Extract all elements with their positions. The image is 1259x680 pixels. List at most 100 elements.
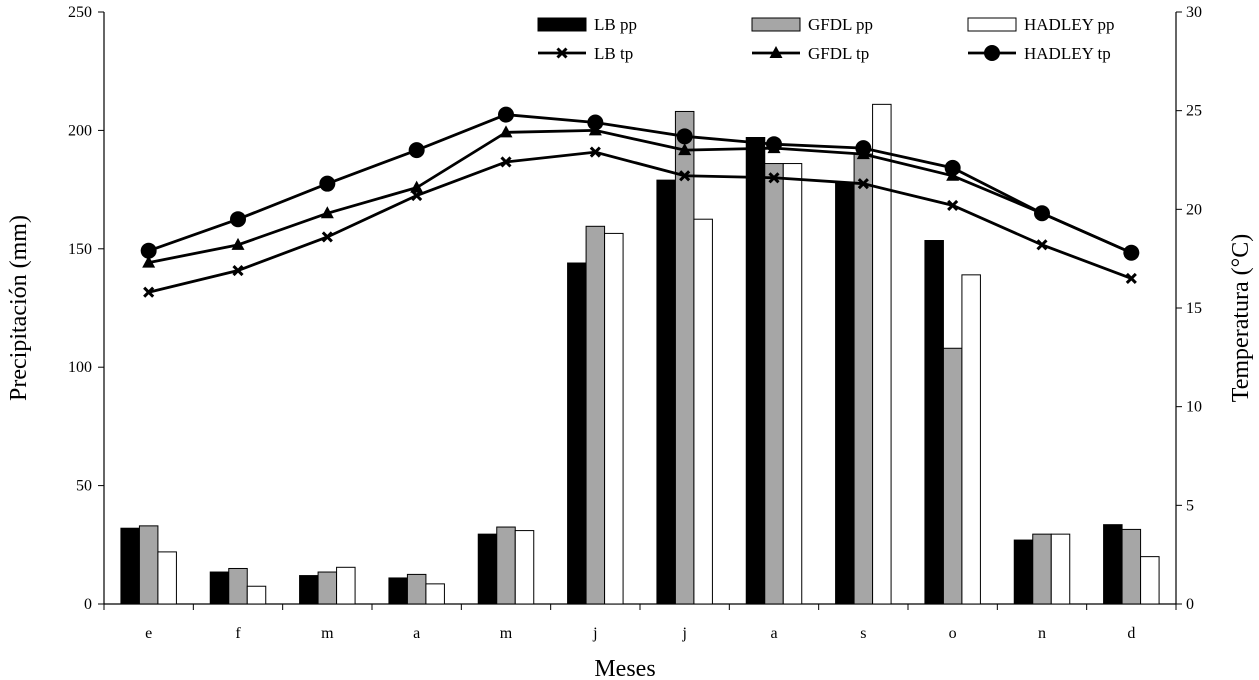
bar-hadley-pp	[961, 274, 981, 605]
bar-gfdl-pp	[585, 225, 606, 605]
point-hadley-tp	[408, 142, 425, 159]
legend-marker	[769, 46, 783, 58]
bar-lb-pp	[745, 137, 766, 605]
point-hadley-tp	[944, 159, 961, 176]
bar-hadley-pp	[693, 218, 713, 605]
point-gfdl-tp	[320, 206, 334, 219]
legend-label: GFDL pp	[808, 15, 873, 34]
point-hadley-tp	[1034, 205, 1050, 222]
y-left-tick-label: 150	[68, 241, 92, 258]
point-hadley-tp	[319, 175, 336, 192]
point-hadley-tp	[230, 211, 246, 228]
point-lb-tp	[1036, 239, 1048, 251]
bar-lb-pp	[835, 182, 855, 605]
bar-gfdl-pp	[496, 526, 516, 605]
point-lb-tp	[500, 156, 512, 168]
point-lb-tp	[1125, 272, 1137, 284]
bar-hadley-pp	[246, 585, 267, 605]
x-tick-label: j	[592, 625, 597, 642]
x-tick-label: j	[681, 625, 686, 642]
y-right-tick-label: 5	[1186, 497, 1194, 514]
legend-swatch	[751, 17, 801, 32]
point-hadley-tp	[766, 136, 782, 153]
y-left-tick-label: 50	[76, 478, 92, 495]
legend-marker	[556, 47, 568, 59]
bar-hadley-pp	[782, 163, 803, 605]
bar-hadley-pp	[1050, 533, 1071, 605]
bar-lb-pp	[477, 533, 498, 605]
bar-gfdl-pp	[138, 525, 159, 605]
bar-lb-pp	[656, 179, 676, 605]
bar-hadley-pp	[425, 583, 445, 605]
legend-swatch	[967, 17, 1017, 32]
bar-layer	[120, 103, 1160, 605]
y-left-tick-label: 200	[68, 122, 92, 139]
y-right-tick-label: 20	[1186, 201, 1202, 218]
bar-hadley-pp	[336, 566, 356, 605]
point-gfdl-tp	[410, 180, 424, 193]
legend-label: HADLEY pp	[1024, 15, 1115, 34]
point-hadley-tp	[1123, 244, 1140, 261]
bar-gfdl-pp	[1121, 528, 1142, 605]
point-hadley-tp	[676, 128, 693, 145]
bar-gfdl-pp	[228, 567, 248, 605]
legend-label: HADLEY tp	[1024, 44, 1111, 63]
point-gfdl-tp	[142, 255, 156, 268]
bar-gfdl-pp	[674, 110, 695, 605]
point-gfdl-tp	[499, 125, 513, 138]
point-hadley-tp	[140, 242, 157, 259]
bar-lb-pp	[1013, 539, 1034, 605]
legend-label: LB tp	[594, 44, 633, 63]
bar-gfdl-pp	[853, 153, 874, 605]
plot-frame	[103, 12, 1177, 605]
bar-lb-pp	[924, 240, 944, 605]
bar-hadley-pp	[872, 103, 892, 605]
point-lb-tp	[857, 178, 869, 190]
legend-label: GFDL tp	[808, 44, 869, 63]
x-tick-label: a	[770, 625, 777, 642]
bar-hadley-pp	[514, 530, 535, 605]
y-axis-left-title: Precipitación (mm)	[6, 215, 32, 401]
point-gfdl-tp	[678, 143, 692, 156]
bar-hadley-pp	[157, 551, 177, 605]
y-right-tick-label: 10	[1186, 399, 1202, 416]
bar-gfdl-pp	[764, 163, 784, 605]
legend: LB pp GFDL pp HADLEY pp LB tp GFDL tp HADLEY …	[537, 15, 1115, 63]
y-axis-right-title: Temperatura (°C)	[1228, 234, 1254, 403]
bar-lb-pp	[388, 577, 408, 605]
point-lb-tp	[589, 146, 601, 158]
point-hadley-tp	[587, 114, 604, 131]
point-hadley-tp	[498, 106, 514, 123]
x-tick-label: a	[413, 625, 420, 642]
x-tick-label: s	[860, 625, 866, 642]
y-right-tick-label: 30	[1186, 4, 1202, 21]
axes: 0 50 100 150 200 250 0 5 10 15 20 25 30 e f m a m j j a s o n d	[68, 4, 1202, 642]
y-right-tick-label: 0	[1186, 596, 1194, 613]
x-axis-title: Meses	[594, 656, 655, 680]
line-hadley-tp	[148, 113, 1132, 255]
y-left-tick-label: 250	[68, 4, 92, 21]
line-lb-tp	[148, 150, 1132, 294]
y-left-tick-label: 100	[68, 359, 92, 376]
y-right-tick-label: 15	[1186, 300, 1202, 317]
x-tick-label: d	[1127, 625, 1135, 642]
line-layer	[140, 106, 1140, 298]
line-gfdl-tp	[148, 128, 1132, 264]
point-lb-tp	[321, 231, 333, 243]
bar-lb-pp	[299, 575, 319, 605]
point-lb-tp	[232, 264, 244, 277]
bar-lb-pp	[567, 262, 587, 605]
bar-lb-pp	[1103, 524, 1123, 605]
x-tick-label: e	[145, 625, 152, 642]
bar-gfdl-pp	[406, 573, 427, 605]
x-tick-label: o	[949, 625, 957, 642]
bar-gfdl-pp	[1032, 533, 1052, 605]
x-tick-label: n	[1038, 625, 1046, 642]
point-gfdl-tp	[231, 237, 245, 250]
point-lb-tp	[947, 199, 959, 211]
point-lb-tp	[679, 170, 691, 182]
legend-marker	[984, 45, 1000, 61]
bar-lb-pp	[120, 527, 140, 605]
bar-gfdl-pp	[317, 571, 338, 605]
legend-label: LB pp	[594, 15, 637, 34]
